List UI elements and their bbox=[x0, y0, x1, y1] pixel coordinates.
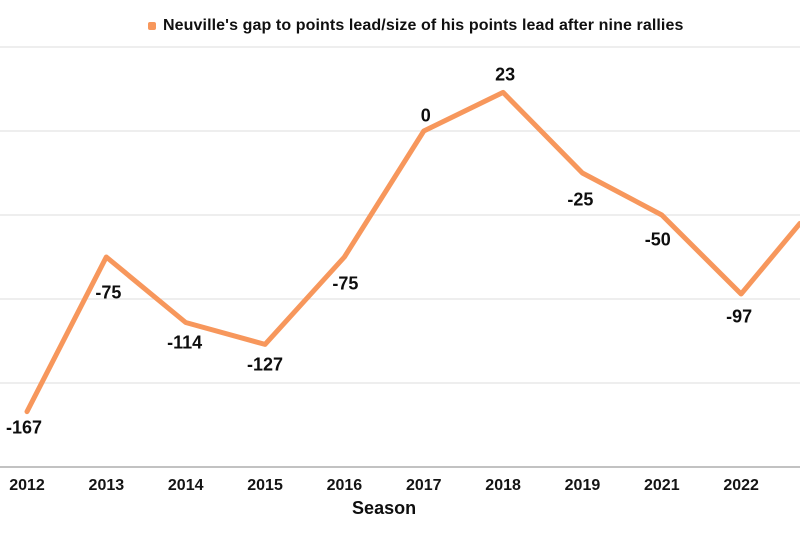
x-tick-label: 2016 bbox=[326, 477, 363, 494]
legend: Neuville's gap to points lead/size of hi… bbox=[148, 17, 683, 35]
series-line bbox=[24, 89, 800, 415]
x-tick-label: 2017 bbox=[405, 477, 442, 494]
data-label: -25 bbox=[567, 189, 594, 210]
x-tick-label: 2021 bbox=[644, 477, 680, 494]
legend-label: Neuville's gap to points lead/size of hi… bbox=[163, 17, 684, 34]
data-label: 0 bbox=[420, 105, 431, 126]
data-label: -75 bbox=[332, 273, 359, 294]
data-label: -75 bbox=[95, 282, 122, 303]
legend-marker-icon bbox=[148, 22, 156, 30]
data-label: -127 bbox=[247, 354, 284, 375]
x-tick-label: 2015 bbox=[247, 477, 283, 494]
data-label: -114 bbox=[167, 332, 203, 353]
x-tick-label: 2014 bbox=[167, 477, 204, 494]
data-label: -97 bbox=[726, 306, 753, 327]
x-tick-label: 2022 bbox=[723, 477, 759, 494]
x-tick-label: 2012 bbox=[9, 477, 45, 494]
x-tick-label: 2013 bbox=[88, 477, 125, 494]
data-label: -50 bbox=[644, 229, 671, 250]
x-tick-label: 2019 bbox=[564, 477, 601, 494]
data-label: 23 bbox=[495, 64, 516, 85]
data-label: -167 bbox=[5, 417, 43, 438]
x-tick-label: 2018 bbox=[485, 477, 521, 494]
x-axis-title: Season bbox=[352, 498, 417, 518]
